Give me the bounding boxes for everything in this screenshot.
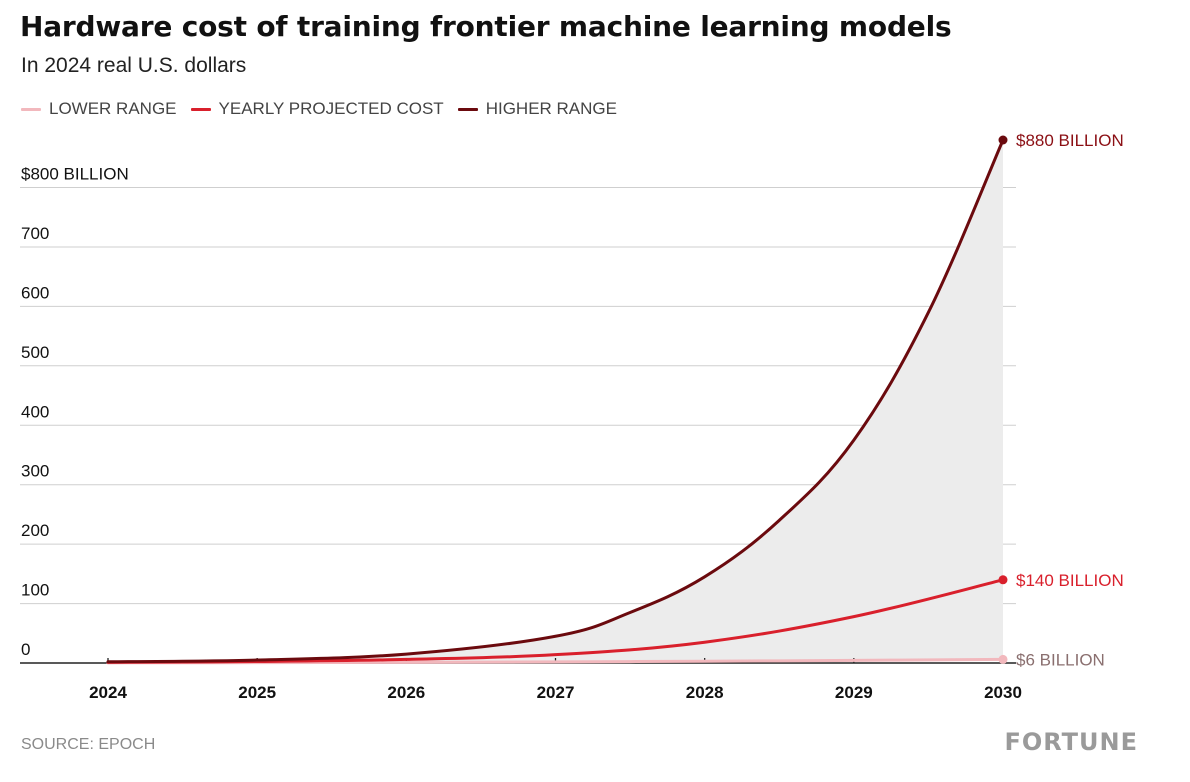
y-tick-label-700: 700 [21, 224, 49, 243]
x-tick-label-2026: 2026 [387, 683, 425, 702]
end-marker-lower-range [998, 654, 1008, 664]
y-tick-label-300: 300 [21, 462, 49, 481]
legend-label-lower-range: LOWER RANGE [49, 99, 177, 118]
x-tick-label-2025: 2025 [238, 683, 276, 702]
legend-item-projected-cost: YEARLY PROJECTED COST [190, 99, 444, 119]
end-marker-higher-range [998, 135, 1008, 145]
end-label-lower-range: $6 BILLION [1016, 650, 1105, 669]
chart-subtitle: In 2024 real U.S. dollars [21, 54, 247, 77]
legend-swatch-higher-range [457, 107, 478, 111]
legend-label-projected-cost: YEARLY PROJECTED COST [218, 99, 444, 118]
legend-label-higher-range: HIGHER RANGE [485, 99, 617, 118]
end-label-yearly-projected-cost: $140 BILLION [1016, 571, 1124, 590]
x-tick-label-2024: 2024 [89, 683, 127, 702]
x-tick-label-2027: 2027 [537, 683, 575, 702]
y-tick-label-500: 500 [21, 343, 49, 362]
y-tick-label-800: $800 BILLION [21, 165, 129, 184]
legend-item-lower-range: LOWER RANGE [21, 99, 177, 119]
x-tick-label-2028: 2028 [686, 683, 724, 702]
y-tick-label-600: 600 [21, 283, 49, 302]
y-tick-label-100: 100 [21, 581, 49, 600]
range-band [108, 140, 1003, 663]
end-label-higher-range: $880 BILLION [1016, 131, 1124, 150]
fortune-logo: FORTUNE [1004, 728, 1138, 756]
y-tick-label-0: 0 [21, 640, 30, 659]
x-tick-label-2030: 2030 [984, 683, 1022, 702]
series-line-higher-range [106, 138, 1005, 664]
legend-swatch-lower-range [21, 107, 41, 111]
x-tick-label-2029: 2029 [835, 683, 873, 702]
legend: LOWER RANGE YEARLY PROJECTED COST HIGHER… [21, 99, 631, 119]
chart-title: Hardware cost of training frontier machi… [20, 10, 952, 43]
source-note: SOURCE: EPOCH [21, 736, 156, 753]
y-tick-label-400: 400 [21, 402, 49, 421]
legend-swatch-projected-cost [190, 107, 211, 111]
y-tick-label-200: 200 [21, 521, 49, 540]
end-marker-yearly-projected-cost [998, 575, 1008, 585]
legend-item-higher-range: HIGHER RANGE [457, 99, 617, 119]
